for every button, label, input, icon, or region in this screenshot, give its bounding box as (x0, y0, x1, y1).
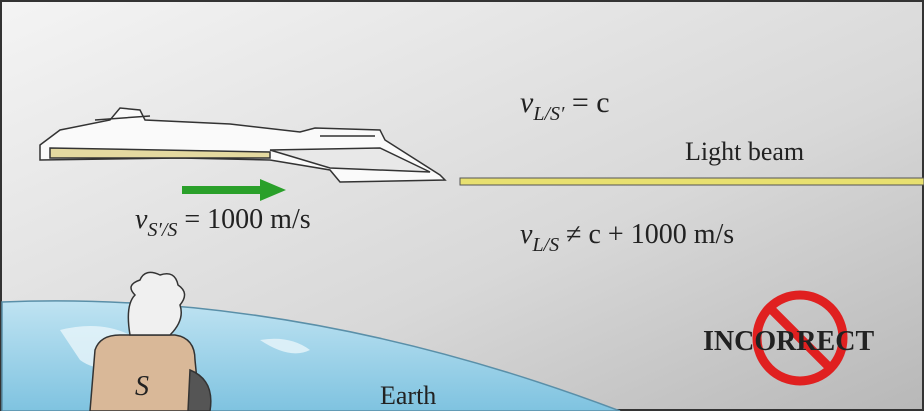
diagram: vL/S′ = c Light beam vS′/S = 1000 m/s vL… (0, 0, 924, 411)
label-part: L/S′ (532, 103, 565, 125)
label-part: S′/S (147, 219, 177, 241)
light-beam-label: Light beam (685, 137, 804, 166)
label-part: v (520, 219, 533, 250)
earth-label: Earth (380, 381, 436, 410)
observer-label: S (135, 371, 149, 402)
label-part: ≠ c + 1000 m/s (559, 219, 734, 250)
label-part: v (135, 204, 148, 235)
label-part: = 1000 m/s (177, 204, 310, 235)
label-part: = c (564, 86, 609, 119)
light-beam-line (460, 178, 924, 185)
label-part: v (520, 86, 534, 119)
incorrect-label: INCORRECT (703, 326, 874, 357)
label-part: L/S (531, 234, 559, 256)
page: vL/S′ = c Light beam vS′/S = 1000 m/s vL… (0, 0, 924, 411)
